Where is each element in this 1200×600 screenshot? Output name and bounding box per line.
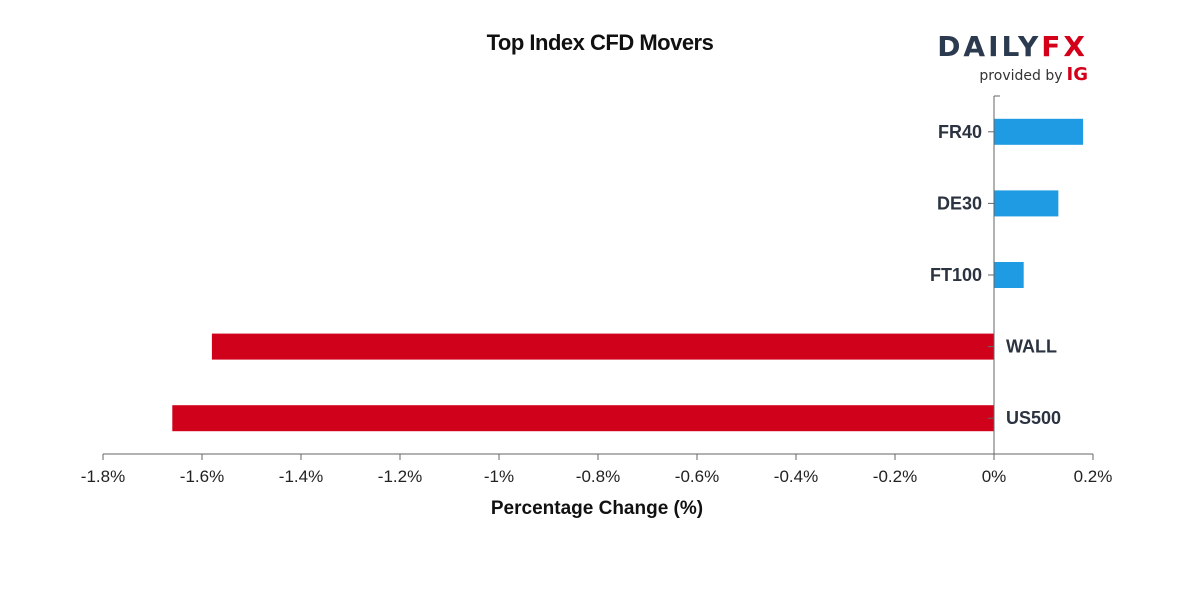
x-tick-label: -1.2% <box>378 467 422 486</box>
category-label: WALL <box>1006 337 1057 357</box>
labels-group: FR40 DE30 FT100 WALL US500 -1.8% -1.6% -1.4% -1.… <box>81 122 1113 486</box>
bar-de30 <box>994 190 1059 217</box>
x-axis-title: Percentage Change (%) <box>491 498 703 519</box>
logo-provided-text: provided by <box>979 68 1063 84</box>
logo-provided-by: provided by IG <box>979 64 1088 85</box>
bars-group <box>172 118 1084 432</box>
x-tick-label: -1.8% <box>81 467 125 486</box>
category-label: DE30 <box>937 193 982 213</box>
x-tick-label: -0.2% <box>873 467 917 486</box>
bar-ft100 <box>994 262 1024 288</box>
x-tick-label: -1.6% <box>180 467 224 486</box>
ig-logo: IG <box>1066 64 1088 85</box>
bar-wall <box>211 333 994 360</box>
category-label: FR40 <box>938 122 982 142</box>
x-tick-label: -0.8% <box>576 467 620 486</box>
logo-brand-main: DAILY <box>937 30 1042 63</box>
x-tick-label: -0.4% <box>774 467 818 486</box>
x-tick-label: -1% <box>484 467 514 486</box>
category-label: US500 <box>1006 408 1061 428</box>
axes-group <box>102 95 1094 460</box>
category-label: FT100 <box>930 265 982 285</box>
x-tick-label: -0.6% <box>675 467 719 486</box>
x-tick-label: 0% <box>982 467 1007 486</box>
bar-us500 <box>172 405 995 432</box>
x-tick-label: -1.4% <box>279 467 323 486</box>
logo-wordmark: DAILYFX <box>937 30 1088 63</box>
bar-fr40 <box>994 118 1084 145</box>
dailyfx-logo: DAILYFX provided by IG <box>900 26 1090 86</box>
logo-brand-accent: FX <box>1041 30 1088 63</box>
chart-title: Top Index CFD Movers <box>486 30 714 55</box>
x-tick-label: 0.2% <box>1074 467 1113 486</box>
